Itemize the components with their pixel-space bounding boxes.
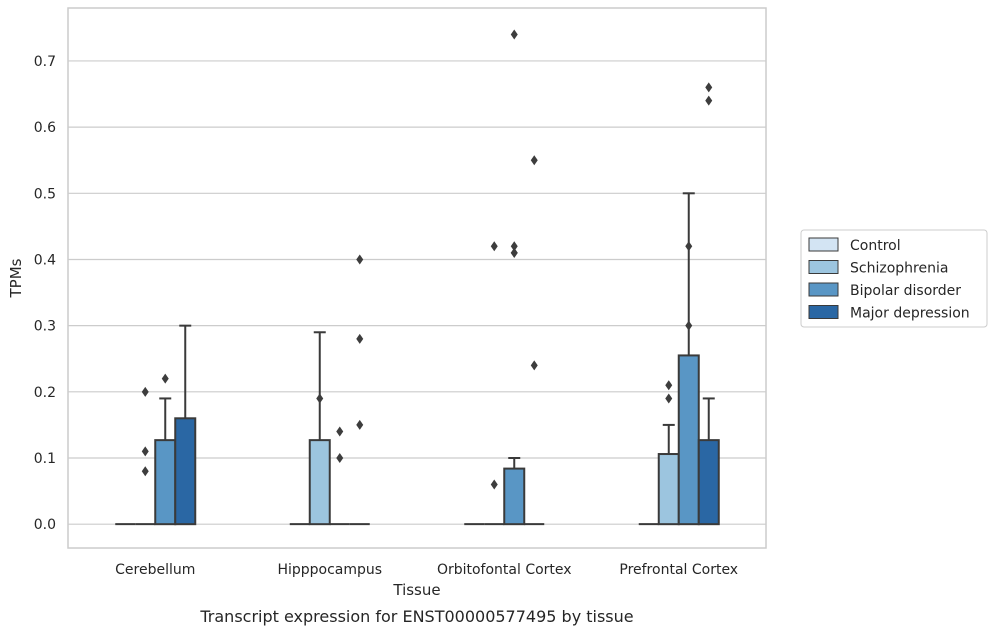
y-tick-label: 0.4	[34, 252, 56, 268]
outlier-point	[356, 254, 364, 265]
outlier-point	[141, 446, 149, 457]
outlier-point	[665, 380, 673, 391]
legend-swatch	[808, 305, 839, 319]
x-tick-labels: Cerebellum Hipppocampus Orbitofontal Corte…	[115, 562, 738, 578]
outlier-point	[336, 453, 344, 463]
legend-label: Schizophrenia	[850, 261, 948, 277]
outlier-point	[141, 386, 149, 397]
y-tick-label: 0.6	[34, 120, 56, 136]
x-tick-label: Prefrontal Cortex	[619, 562, 738, 578]
bar	[697, 439, 720, 526]
x-tick-label: Cerebellum	[115, 562, 195, 578]
outlier-point	[510, 247, 518, 258]
outlier-point	[356, 419, 364, 430]
outlier-point	[490, 241, 498, 252]
outlier-point	[705, 95, 713, 106]
legend-label: Control	[850, 238, 901, 254]
x-tick-label: Hipppocampus	[277, 562, 382, 578]
bar	[154, 439, 177, 526]
legend-label: Bipolar disorder	[850, 283, 961, 299]
legend-box	[800, 229, 988, 328]
y-axis-label: TPMs	[7, 258, 25, 298]
y-tick-label: 0.5	[34, 186, 56, 202]
outlier-point	[316, 393, 324, 404]
bar	[174, 417, 197, 526]
y-tick-label: 0.7	[34, 54, 56, 70]
x-axis-label: Tissue	[392, 581, 440, 599]
outlier-point	[530, 360, 538, 371]
outlier-point	[665, 393, 673, 404]
outlier-points	[141, 29, 713, 490]
bar	[657, 453, 680, 526]
legend-label: Major depression	[850, 306, 970, 322]
y-tick-label: 0.0	[34, 517, 56, 533]
bar	[677, 354, 700, 526]
outlier-point	[510, 29, 518, 40]
legend: Control Schizophrenia Bipolar disorder Majo…	[800, 229, 988, 328]
y-tick-label: 0.2	[34, 385, 56, 401]
outlier-point	[705, 82, 713, 93]
y-tick-labels: 0.0 0.1 0.2 0.3 0.4 0.5 0.6 0.7	[34, 54, 56, 533]
outlier-point	[530, 155, 538, 166]
bars	[115, 354, 720, 526]
legend-swatch	[808, 260, 839, 274]
outlier-point	[685, 241, 693, 252]
bar	[308, 439, 331, 526]
error-bars	[159, 192, 715, 469]
legend-swatch	[808, 282, 839, 297]
outlier-point	[356, 333, 364, 344]
outlier-point	[510, 241, 518, 252]
plot-frame	[67, 7, 767, 549]
outlier-point	[336, 426, 344, 437]
y-tick-label: 0.1	[34, 451, 56, 467]
outlier-point	[685, 320, 693, 331]
legend-swatch	[808, 237, 839, 252]
outlier-point	[141, 466, 149, 477]
outlier-point	[161, 373, 169, 384]
chart-caption: Transcript expression for ENST0000057749…	[199, 607, 633, 626]
x-tick-label: Orbitofontal Cortex	[437, 562, 572, 578]
bar	[503, 467, 526, 526]
y-tick-label: 0.3	[34, 319, 56, 335]
outlier-point	[490, 479, 498, 490]
